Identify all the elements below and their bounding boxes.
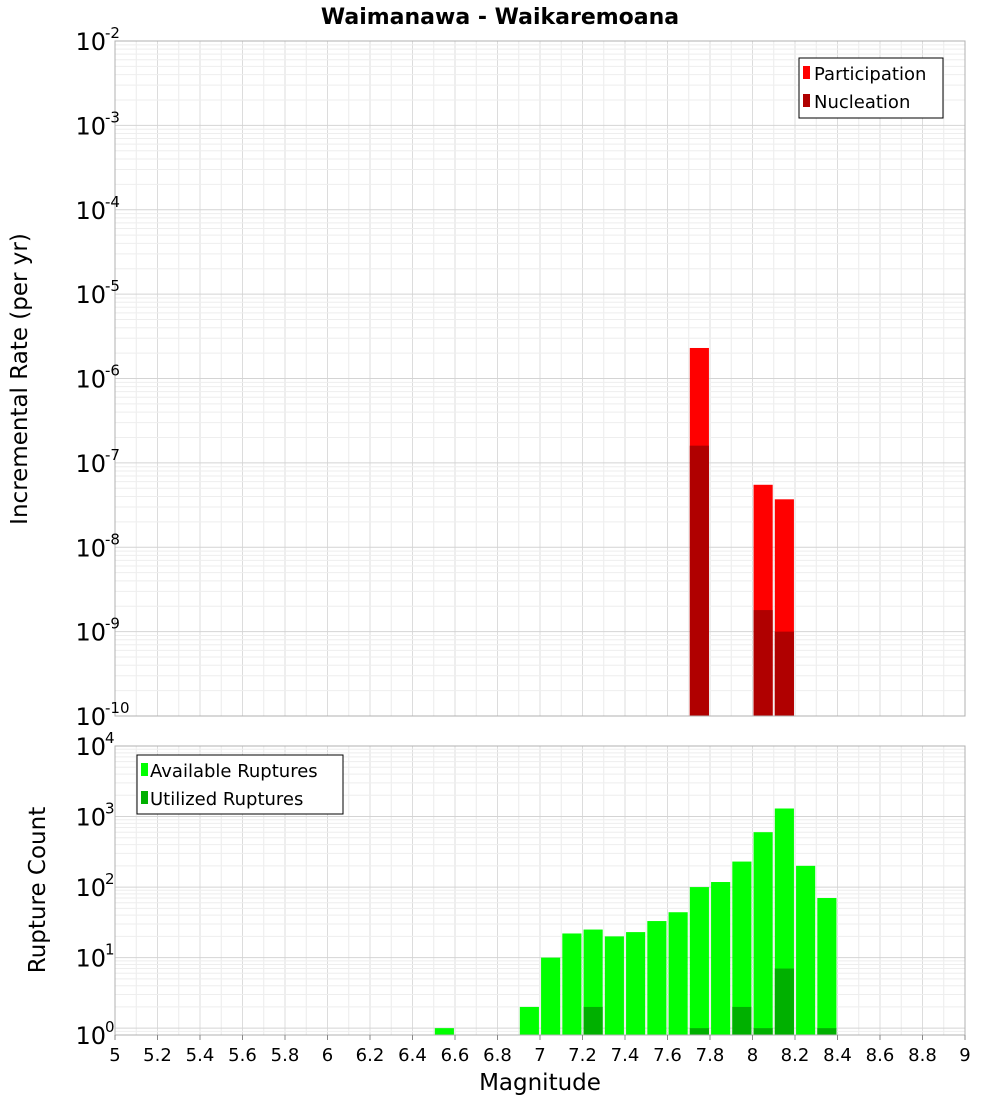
y-tick-label: 10: [75, 733, 106, 761]
y-tick-label: 10: [75, 804, 106, 832]
y-tick-label: 10: [75, 945, 106, 973]
y-tick-exponent: 4: [105, 729, 115, 747]
legend-swatch-participation: [803, 66, 810, 79]
bar-available-ruptures: [668, 912, 688, 1035]
y-tick-exponent: -9: [105, 615, 120, 633]
x-tick-label: 7.6: [653, 1045, 682, 1066]
y-tick-label: 10: [75, 619, 106, 647]
y-tick-exponent: 1: [105, 941, 115, 959]
x-tick-label: 9: [959, 1045, 970, 1066]
y-tick-label: 10: [75, 450, 106, 478]
count-legend: Available Ruptures Utilized Ruptures: [136, 754, 344, 815]
x-tick-label: 7.2: [568, 1045, 597, 1066]
y-tick-label: 10: [75, 197, 106, 225]
y-tick-exponent: -5: [105, 277, 120, 295]
chart-title: Waimanawa - Waikaremoana: [321, 5, 679, 30]
bar-available-ruptures: [541, 957, 561, 1035]
y-tick-exponent: 3: [105, 800, 115, 818]
y-tick-exponent: 2: [105, 870, 115, 888]
y-tick-exponent: 0: [105, 1018, 115, 1036]
bar-available-ruptures: [519, 1006, 539, 1035]
bar-available-ruptures: [732, 861, 752, 1035]
x-tick-label: 7.4: [611, 1045, 640, 1066]
y-tick-exponent: -8: [105, 530, 120, 548]
bar-available-ruptures: [434, 1028, 454, 1035]
y-tick-exponent: -2: [105, 24, 120, 42]
legend-swatch-available: [141, 763, 148, 776]
legend-swatch-utilized: [141, 791, 148, 804]
bar-available-ruptures: [647, 921, 667, 1035]
bar-available-ruptures: [626, 932, 646, 1035]
bar-utilized-ruptures: [753, 1028, 773, 1035]
bar-available-ruptures: [711, 882, 731, 1035]
bar-utilized-ruptures: [583, 1006, 603, 1035]
bar-available-ruptures: [604, 936, 624, 1035]
y-tick-exponent: -3: [105, 108, 120, 126]
x-tick-label: 5.4: [186, 1045, 215, 1066]
x-tick-label: 8.4: [823, 1045, 852, 1066]
rate-legend: Participation Nucleation: [798, 57, 944, 119]
y-tick-label: 10: [75, 703, 106, 731]
bar-utilized-ruptures: [774, 968, 794, 1035]
y-tick-exponent: -4: [105, 193, 120, 211]
x-tick-label: 5.6: [228, 1045, 257, 1066]
x-tick-label: 6: [322, 1045, 333, 1066]
x-axis-label: Magnitude: [479, 1070, 601, 1096]
y-tick-label: 10: [75, 874, 106, 902]
x-tick-label: 6.6: [441, 1045, 470, 1066]
legend-label-nucleation: Nucleation: [814, 92, 910, 113]
x-tick-label: 6.2: [356, 1045, 385, 1066]
x-tick-label: 8.6: [866, 1045, 895, 1066]
bar-nucleation: [774, 631, 794, 716]
y-tick-label: 10: [75, 112, 106, 140]
legend-label-participation: Participation: [814, 64, 926, 85]
bar-nucleation: [689, 445, 709, 716]
x-ticks: 5 5.2 5.4 5.6 5.8 6 6.2 6.4 6.6 6.8 7 7.2 7.4 7.6 7.8 8…: [109, 1035, 971, 1066]
bar-utilized-ruptures: [817, 1028, 837, 1035]
bar-available-ruptures: [689, 887, 709, 1035]
x-tick-label: 5.8: [271, 1045, 300, 1066]
legend-swatch-nucleation: [803, 94, 810, 107]
bar-nucleation: [753, 610, 773, 716]
y-tick-exponent: -7: [105, 446, 120, 464]
bar-available-ruptures: [753, 832, 773, 1035]
x-tick-label: 5: [109, 1045, 120, 1066]
y-tick-label: 10: [75, 366, 106, 394]
rate-panel-bars: [689, 347, 794, 716]
rate-y-axis-label: Incremental Rate (per yr): [7, 233, 33, 525]
x-tick-label: 8.2: [781, 1045, 810, 1066]
x-tick-label: 5.2: [143, 1045, 172, 1066]
legend-label-available: Available Ruptures: [150, 761, 318, 782]
y-tick-label: 10: [75, 28, 106, 56]
x-tick-label: 7.8: [696, 1045, 725, 1066]
y-tick-label: 10: [75, 1022, 106, 1050]
count-y-axis-label: Rupture Count: [25, 807, 51, 973]
x-tick-label: 6.8: [483, 1045, 512, 1066]
x-tick-label: 8.8: [908, 1045, 937, 1066]
y-tick-exponent: -6: [105, 362, 120, 380]
count-panel-bars: [434, 808, 837, 1035]
bar-utilized-ruptures: [732, 1006, 752, 1035]
y-tick-label: 10: [75, 281, 106, 309]
y-tick-exponent: -10: [105, 699, 130, 717]
legend-label-utilized: Utilized Ruptures: [150, 789, 303, 810]
bar-available-ruptures: [817, 898, 837, 1035]
x-tick-label: 8: [747, 1045, 758, 1066]
y-tick-label: 10: [75, 534, 106, 562]
bar-available-ruptures: [796, 865, 816, 1035]
rate-panel-grid: [115, 41, 965, 716]
bar-utilized-ruptures: [689, 1028, 709, 1035]
x-tick-label: 6.4: [398, 1045, 427, 1066]
bar-available-ruptures: [562, 933, 582, 1035]
x-tick-label: 7: [534, 1045, 545, 1066]
